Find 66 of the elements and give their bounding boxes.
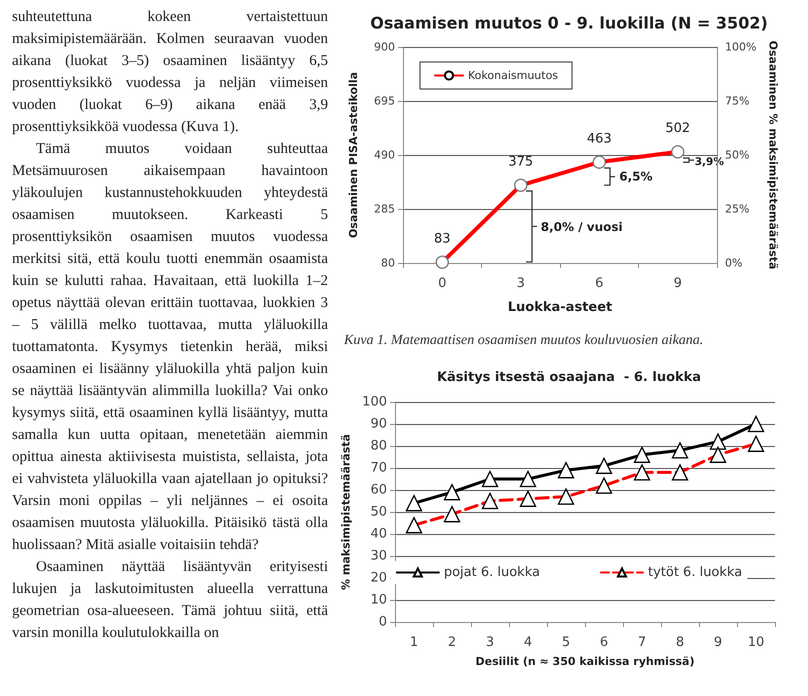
y-tick-label: 80 xyxy=(381,256,395,270)
y-tick-label: 20 xyxy=(370,570,387,586)
annotation: 6,5% xyxy=(619,170,653,184)
y-tick-label: 695 xyxy=(374,94,395,108)
x-tick-label: 6 xyxy=(595,276,604,291)
y-tick-label: 90 xyxy=(370,416,387,432)
y-tick-label: 900 xyxy=(374,40,395,54)
y-tick-label: 50 xyxy=(370,504,387,520)
x-tick-label: 3 xyxy=(486,635,494,650)
point xyxy=(672,442,688,459)
x-tick-label: 6 xyxy=(600,635,608,650)
y2-tick-label: 0% xyxy=(725,256,742,270)
x-tick-label: 2 xyxy=(448,635,456,650)
x-tick-label: 1 xyxy=(410,635,418,650)
x-tick-label: 7 xyxy=(638,635,646,650)
text: Kuva 1. Matemaattisen osaamisen muutos kouluvuosien aikana. xyxy=(344,333,704,349)
y-tick-label: 0 xyxy=(378,614,387,630)
x-tick-label: 9 xyxy=(714,635,722,650)
x-axis-title: Desiilit (n ≈ 350 kaikissa ryhmissä) xyxy=(476,655,694,668)
y2-tick-label: 100% xyxy=(725,40,756,54)
chart-title: Osaamisen muutos 0 - 9. luokilla (N = 3502) xyxy=(370,14,768,32)
x-tick-label: 3 xyxy=(516,276,525,291)
data-label: 83 xyxy=(434,232,451,247)
y-tick-label: 60 xyxy=(370,482,387,498)
point xyxy=(444,484,460,500)
y2-axis-title: Osaaminen % maksimipistemäärästä xyxy=(766,40,780,270)
annotation: 3,9% xyxy=(694,156,724,168)
x-tick-label: 8 xyxy=(676,635,684,650)
legend-label: pojat 6. luokka xyxy=(444,565,540,580)
point xyxy=(520,470,536,488)
data-label: 502 xyxy=(665,121,690,136)
x-tick-label: 9 xyxy=(674,276,682,291)
y-tick-label: 40 xyxy=(370,526,387,542)
x-tick-label: 10 xyxy=(748,635,764,650)
y2-tick-label: 25% xyxy=(725,202,750,216)
chart-title: Käsitys itsestä osaajana - 6. luokka xyxy=(436,370,702,385)
y-axis-title: % maksimipistemäärästä xyxy=(339,434,352,590)
point xyxy=(406,495,422,512)
y-tick-label: 285 xyxy=(374,202,395,216)
data-label: 375 xyxy=(508,154,534,170)
x-tick-label: 4 xyxy=(524,635,532,650)
annotation: 8,0% / vuosi xyxy=(540,220,623,234)
y-tick-label: 490 xyxy=(374,148,395,162)
x-axis-title: Luokka-asteet xyxy=(508,300,612,315)
text: Osaaminen näyttää lisääntyvän erityisesti lukujen ja laskutoimitusten alueella verrattuna geometrian osa-alueeseen. Tämä johtuu siitä, että varsin monilla koulutulokkailla on xyxy=(12,558,328,643)
y-tick-label: 100 xyxy=(362,394,387,410)
point xyxy=(634,446,650,463)
point xyxy=(748,416,764,432)
point xyxy=(558,462,574,478)
y-axis-title: Osaaminen PISA-asteikolla xyxy=(347,72,360,238)
y-tick-label: 70 xyxy=(370,460,387,476)
text: Tämä muutos voidaan suhteuttaa Metsämuurosen aikaisempaan havaintoon yläkoulujen kustannustehokkuuden yhteydestä osaamisen muutokseen. Karkeasti 5 prosenttiyksikön osaamisen muutos vuodessa merkitsi sitä, että koulu tuotti enemmän osaamista kuin se kulutti rahaa. Havaitaan, että luokilla 1–2 opetus näyttää olevan erittäin tuottavaa, luokkien 3 – 5 välillä melko tuottavaa, mutta yläluokilla tuottamatonta. Kysymys tietenkin herää, miksi osaaminen ei lisäänny yläluokilla yhtä paljon kuin se näyttää lisääntyvän alimmilla luokilla? Vai onko kysymys siitä, että osaaminen kyllä lisääntyy, mutta samalla kun uutta opitaan, menetetään aiemmin opittua ainesta aktiivisesta muistista, sellaista, jota ei vahvisteta yläluokilla vaan ajatellaan jo opituksi? Varsin moni oppilas – yli neljännes – ei osoita osaamisen muutosta yläluokilla. Pitäisikö tästä olla huolissaan? Mitä asialle voitaisiin tehdä? xyxy=(12,141,328,553)
legend-label: Kokonaismuutos xyxy=(468,69,558,82)
y-tick-label: 80 xyxy=(370,438,387,454)
x-tick-label: 0 xyxy=(438,276,446,291)
legend-label: tytöt 6. luokka xyxy=(648,565,742,580)
y2-tick-label: 50% xyxy=(725,148,750,162)
point xyxy=(710,433,726,450)
text: suhteutettuna kokeen vertaistettuun maksimipistemäärään. Kolmen seuraavan vuoden aikana (luokat 3–5) osaaminen lisääntyy 6,5 prosenttiyksikkö vuodessa ja neljän viimeisen vuoden (luokat 6–9) aikana enää 3,9 prosenttiyksikköä vuodessa (Kuva 1). xyxy=(12,8,328,137)
data-label: 463 xyxy=(586,131,612,146)
point xyxy=(482,470,498,488)
y2-tick-label: 75% xyxy=(725,94,750,108)
point xyxy=(596,458,612,474)
y-tick-label: 30 xyxy=(370,548,387,564)
x-tick-label: 5 xyxy=(562,635,570,650)
y-tick-label: 10 xyxy=(370,592,387,608)
